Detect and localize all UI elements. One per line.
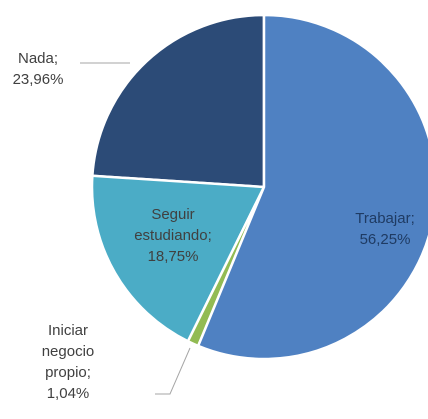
data-label: Trabajar; 56,25% [330,208,428,250]
data-label: Seguir estudiando; 18,75% [118,204,228,267]
label-name: Seguir estudiando; [134,206,212,244]
data-label: Nada; 23,96% [2,48,74,90]
pie-slice [196,13,428,361]
label-value: 23,96% [12,71,64,88]
data-label: Iniciar negocio propio; 1,04% [30,320,106,404]
pie-slice [90,174,266,343]
label-name: Trabajar; [355,210,415,227]
label-value: 18,75% [147,248,199,265]
leader-line [155,347,191,395]
label-name: Nada; [17,50,59,67]
label-value: 1,04% [46,385,90,402]
label-name: Iniciar negocio propio; [41,322,95,381]
pie-slice [91,13,266,189]
label-value: 56,25% [359,231,411,248]
